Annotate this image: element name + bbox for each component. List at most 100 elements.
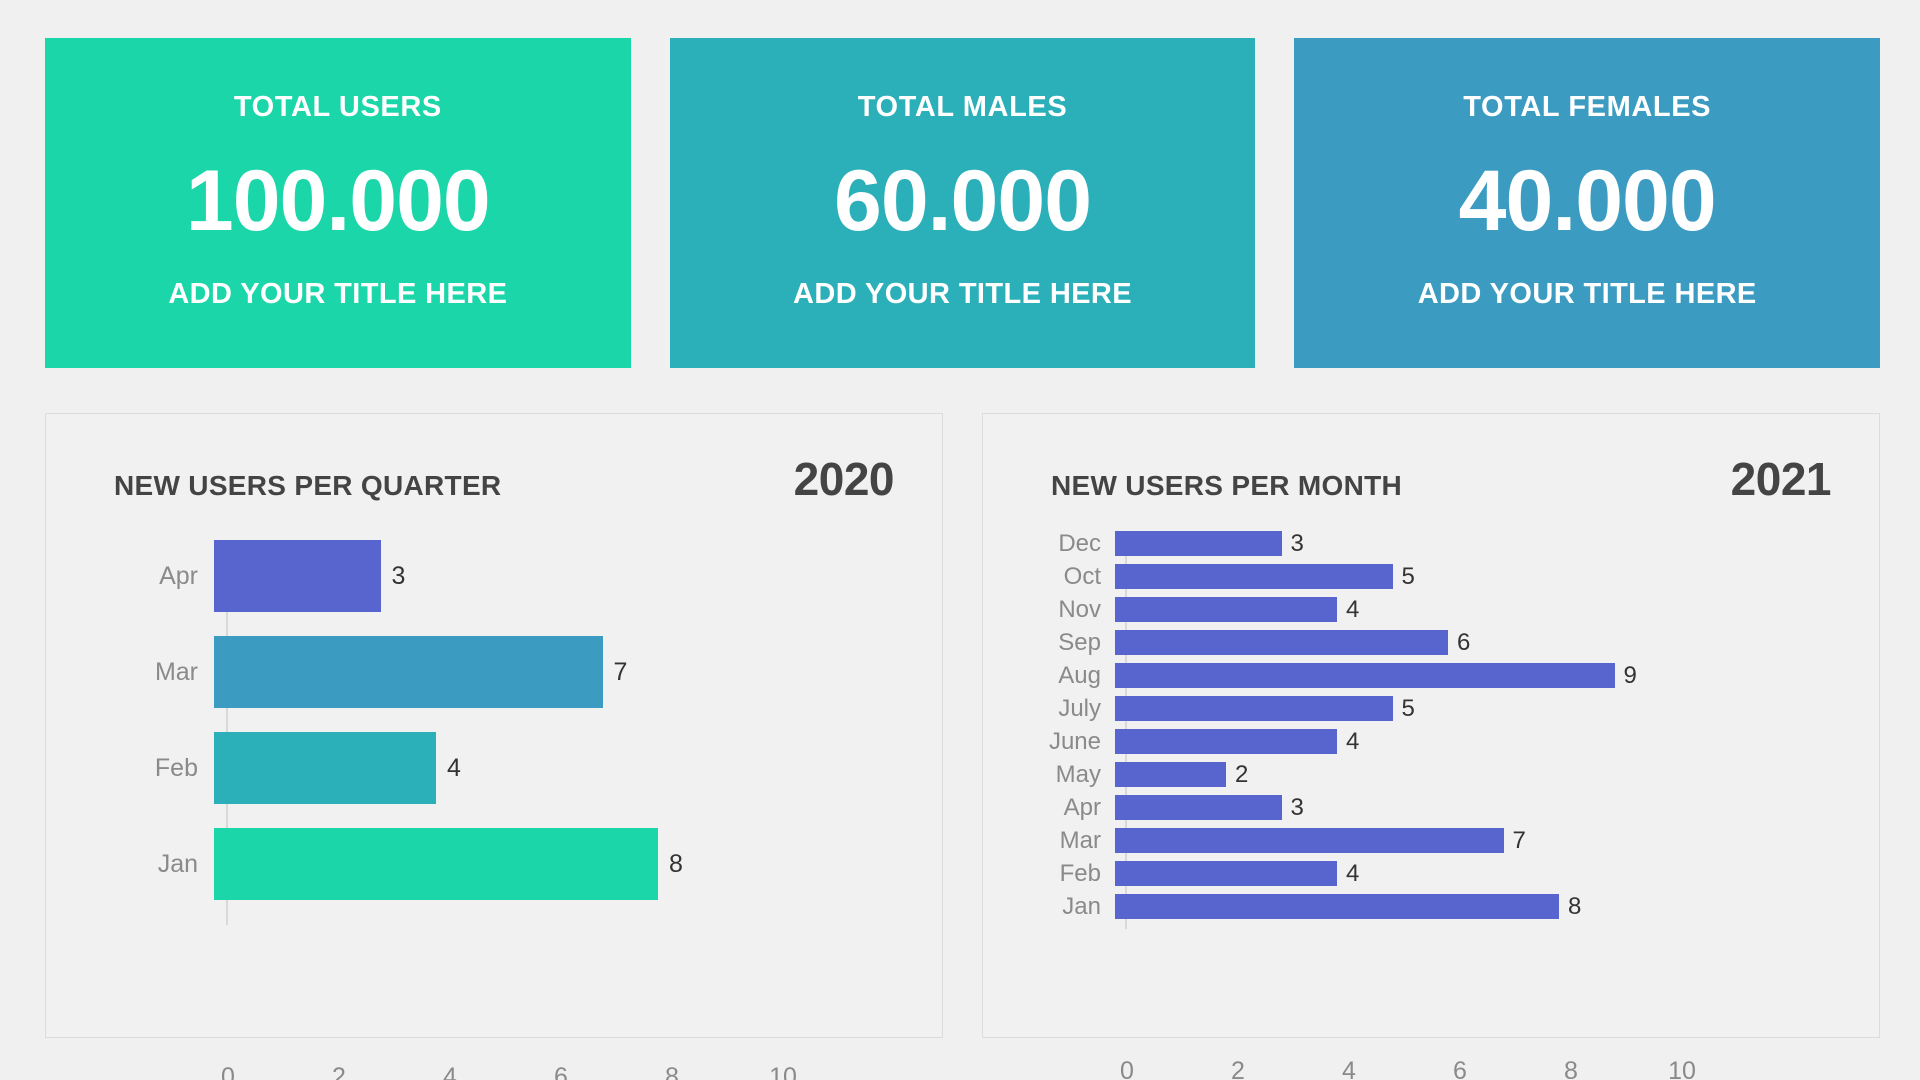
bar-track: 7 (214, 636, 942, 708)
chart-header: NEW USERS PER QUARTER 2020 (46, 414, 942, 502)
bar[interactable] (1115, 696, 1393, 721)
chart-year-badge: 2021 (1730, 453, 1832, 505)
bar-track: 3 (214, 540, 942, 612)
bar-value-label: 7 (613, 657, 628, 686)
bar-track: 7 (1115, 828, 1879, 853)
bar-category-label: Feb (1059, 859, 1101, 887)
bar-row[interactable]: Apr 3 (983, 795, 1879, 820)
kpi-subtitle: ADD YOUR TITLE HERE (168, 278, 508, 311)
bar[interactable] (1115, 663, 1615, 688)
bar[interactable] (1115, 894, 1559, 919)
kpi-card-total-males[interactable]: TOTAL MALES 60.000 ADD YOUR TITLE HERE (669, 38, 1256, 368)
bar-category-label: July (1058, 694, 1101, 722)
kpi-subtitle: ADD YOUR TITLE HERE (1417, 278, 1757, 311)
bar-row[interactable]: Jan 8 (983, 894, 1879, 919)
x-axis-tick: 4 (1342, 1057, 1356, 1080)
bar-row[interactable]: July 5 (983, 696, 1879, 721)
bar-value-label: 4 (1346, 859, 1360, 887)
bar[interactable] (214, 636, 603, 708)
bar-category-label: Mar (154, 657, 198, 686)
bar[interactable] (1115, 564, 1393, 589)
bar-track: 6 (1115, 630, 1879, 655)
bar-track: 4 (214, 732, 942, 804)
chart-panel-new-users-per-month: NEW USERS PER MONTH 2021 Dec 3 Oct 5 Nov 4 Sep… (982, 413, 1880, 1080)
x-axis-tick: 6 (1453, 1057, 1467, 1080)
bar-row[interactable]: Mar 7 (983, 828, 1879, 853)
bar-category-label: Jan (157, 849, 198, 878)
bar-track: 9 (1115, 663, 1879, 688)
kpi-subtitle: ADD YOUR TITLE HERE (793, 278, 1132, 311)
bar-row[interactable]: Mar 7 (46, 636, 942, 708)
bar-value-label: 4 (447, 753, 461, 782)
bar-value-label: 2 (1235, 760, 1249, 788)
kpi-card-row: TOTAL USERS 100.000 ADD YOUR TITLE HERE … (45, 38, 1881, 368)
bar-track: 5 (1115, 696, 1879, 721)
bar-row[interactable]: June 4 (983, 729, 1879, 754)
bar-rows: Apr 3 Mar 7 Feb 4 Jan 8 (46, 540, 942, 925)
bar[interactable] (1115, 828, 1504, 853)
bar-row[interactable]: Jan 8 (46, 828, 942, 900)
bar[interactable] (214, 828, 658, 900)
bar-value-label: 5 (1401, 562, 1415, 590)
bar-row[interactable]: Oct 5 (983, 564, 1879, 589)
kpi-label: TOTAL FEMALES (1463, 90, 1712, 123)
bar-category-label: Aug (1058, 661, 1101, 689)
kpi-card-total-females[interactable]: TOTAL FEMALES 40.000 ADD YOUR TITLE HERE (1294, 38, 1881, 368)
bar-category-label: Mar (1059, 826, 1101, 854)
bar-value-label: 3 (1290, 529, 1304, 557)
x-axis-tick: 8 (1564, 1057, 1578, 1080)
bar-track: 5 (1115, 564, 1879, 589)
bar-row[interactable]: Sep 6 (983, 630, 1879, 655)
bar-value-label: 3 (391, 561, 406, 590)
bar-value-label: 8 (669, 849, 683, 878)
bar-row[interactable]: Feb 4 (983, 861, 1879, 886)
bar-row[interactable]: Nov 4 (983, 597, 1879, 622)
chart-plot-area: Dec 3 Oct 5 Nov 4 Sep 6 Aug 9 July 5 June 4 May 2 Apr 3 Ma… (983, 531, 1879, 1080)
x-axis-tick: 4 (443, 1063, 457, 1080)
bar[interactable] (1115, 630, 1448, 655)
bar-track: 3 (1115, 531, 1879, 556)
kpi-card-total-users[interactable]: TOTAL USERS 100.000 ADD YOUR TITLE HERE (45, 38, 631, 368)
chart-year-badge: 2020 (793, 453, 895, 505)
bar-category-label: Dec (1058, 529, 1101, 557)
bar-row[interactable]: Aug 9 (983, 663, 1879, 688)
bar-category-label: Sep (1058, 628, 1101, 656)
x-axis-tick: 2 (1231, 1057, 1245, 1080)
bar-row[interactable]: Apr 3 (46, 540, 942, 612)
kpi-label: TOTAL USERS (233, 90, 442, 123)
bar-track: 4 (1115, 729, 1879, 754)
bar-track: 3 (1115, 795, 1879, 820)
x-axis-tick: 2 (332, 1063, 346, 1080)
kpi-value: 40.000 (1458, 152, 1717, 249)
bar[interactable] (1115, 762, 1226, 787)
bar-category-label: May (1055, 760, 1101, 788)
bar-rows: Dec 3 Oct 5 Nov 4 Sep 6 Aug 9 July 5 June 4 May 2 Apr 3 Ma… (983, 531, 1879, 929)
bar-row[interactable]: Feb 4 (46, 732, 942, 804)
kpi-value: 60.000 (833, 152, 1092, 249)
chart-panel-new-users-per-quarter: NEW USERS PER QUARTER 2020 Apr 3 Mar 7 Feb 4 J… (45, 413, 943, 1080)
bar-track: 8 (214, 828, 942, 900)
bar-track: 4 (1115, 597, 1879, 622)
bar[interactable] (214, 732, 436, 804)
chart-header: NEW USERS PER MONTH 2021 (983, 414, 1879, 502)
bar-row[interactable]: Dec 3 (983, 531, 1879, 556)
bar-category-label: Oct (1063, 562, 1101, 590)
bar-category-label: Feb (154, 753, 198, 782)
bar[interactable] (1115, 729, 1337, 754)
bar[interactable] (1115, 531, 1282, 556)
bar-value-label: 4 (1346, 727, 1360, 755)
bar-row[interactable]: May 2 (983, 762, 1879, 787)
bar-category-label: Apr (159, 561, 198, 590)
bar[interactable] (1115, 795, 1282, 820)
bar-category-label: Jan (1062, 892, 1101, 920)
bar-value-label: 8 (1568, 892, 1582, 920)
bar[interactable] (1115, 597, 1337, 622)
bar-value-label: 7 (1512, 826, 1526, 854)
bar-track: 2 (1115, 762, 1879, 787)
bar[interactable] (1115, 861, 1337, 886)
bar-category-label: Nov (1058, 595, 1101, 623)
x-axis-tick: 0 (221, 1063, 235, 1080)
bar[interactable] (214, 540, 381, 612)
x-axis-tick: 10 (1668, 1057, 1696, 1080)
